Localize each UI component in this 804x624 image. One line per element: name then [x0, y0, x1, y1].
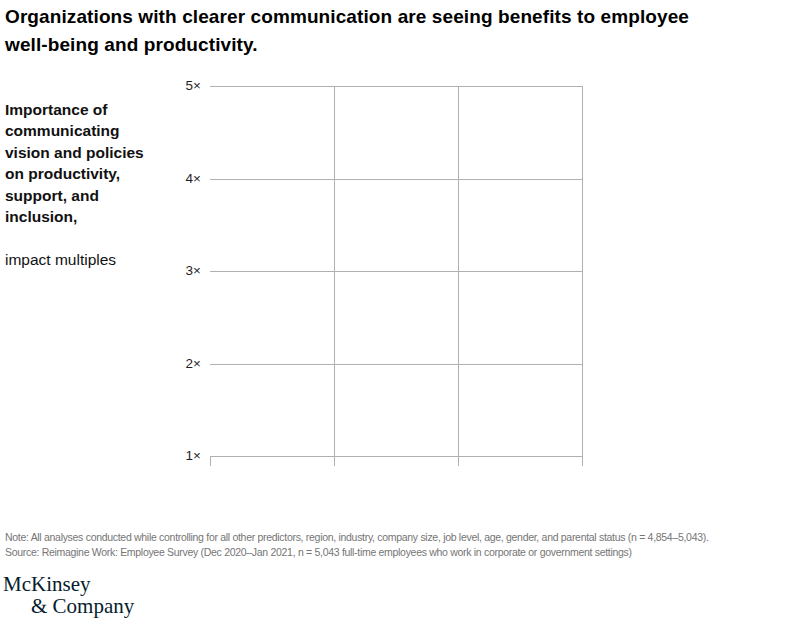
footnote-source: Source: Reimagine Work: Employee Survey … — [5, 545, 804, 560]
y-tick-label: 2× — [167, 356, 201, 372]
y-tick-label: 1× — [167, 448, 201, 464]
exhibit-page: Organizations with clearer communication… — [0, 0, 804, 624]
chart-side-label-main: Importance of communicating vision and p… — [5, 99, 175, 228]
chart-side-label: Importance of communicating vision and p… — [5, 77, 175, 292]
logo-line-2: & Company — [3, 595, 134, 617]
footnote-note: Note: All analyses conducted while contr… — [5, 530, 804, 545]
chart-side-label-unit: impact multiples — [5, 249, 175, 271]
footnotes: Note: All analyses conducted while contr… — [5, 530, 804, 560]
mckinsey-logo: McKinsey & Company — [3, 573, 134, 617]
logo-line-1: McKinsey — [3, 573, 134, 595]
exhibit-title: Organizations with clearer communication… — [5, 3, 775, 59]
chart-plot-area — [210, 86, 584, 468]
